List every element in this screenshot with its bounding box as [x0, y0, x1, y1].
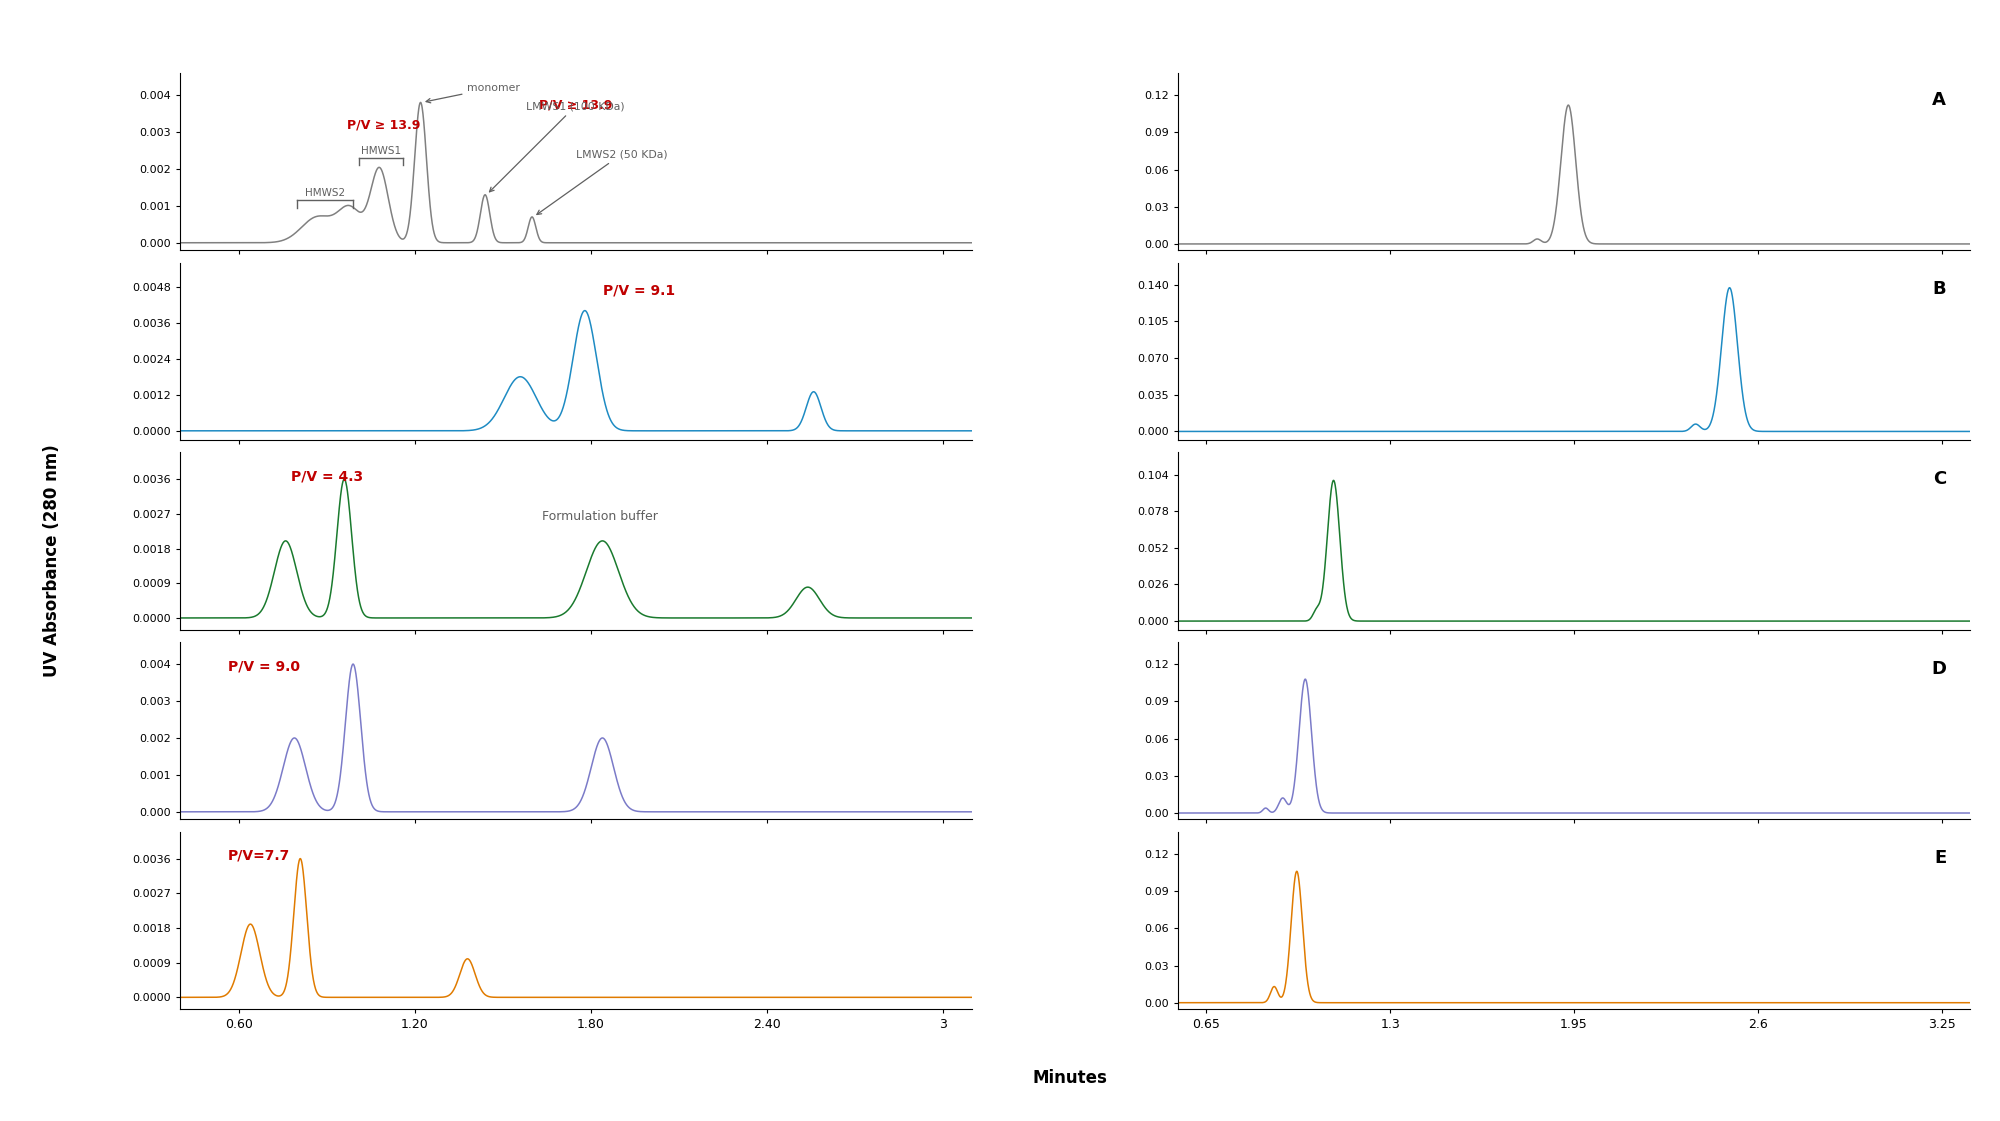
Text: P/V ≥ 13.9: P/V ≥ 13.9 — [348, 118, 420, 131]
Text: P/V=7.7: P/V=7.7 — [228, 849, 290, 863]
Text: P/V ≥ 13.9: P/V ≥ 13.9 — [540, 99, 612, 111]
Text: B: B — [1932, 280, 1946, 298]
Text: UV Absorbance (280 nm): UV Absorbance (280 nm) — [44, 444, 62, 677]
Text: HMWS2: HMWS2 — [306, 188, 346, 198]
Text: E: E — [1934, 850, 1946, 868]
Text: P/V = 9.0: P/V = 9.0 — [228, 659, 300, 674]
Text: LMWS1 (100 KDa): LMWS1 (100 KDa) — [490, 101, 624, 192]
Text: Minutes: Minutes — [1032, 1069, 1108, 1087]
Text: P/V = 4.3: P/V = 4.3 — [290, 470, 364, 483]
Text: C: C — [1932, 470, 1946, 488]
Text: LMWS2 (50 KDa): LMWS2 (50 KDa) — [536, 149, 668, 214]
Text: P/V = 9.1: P/V = 9.1 — [604, 284, 676, 297]
Text: A: A — [1932, 91, 1946, 109]
Text: monomer: monomer — [426, 83, 520, 103]
Text: Formulation buffer: Formulation buffer — [542, 510, 658, 522]
Text: HMWS1: HMWS1 — [360, 146, 402, 156]
Text: D: D — [1932, 659, 1946, 678]
